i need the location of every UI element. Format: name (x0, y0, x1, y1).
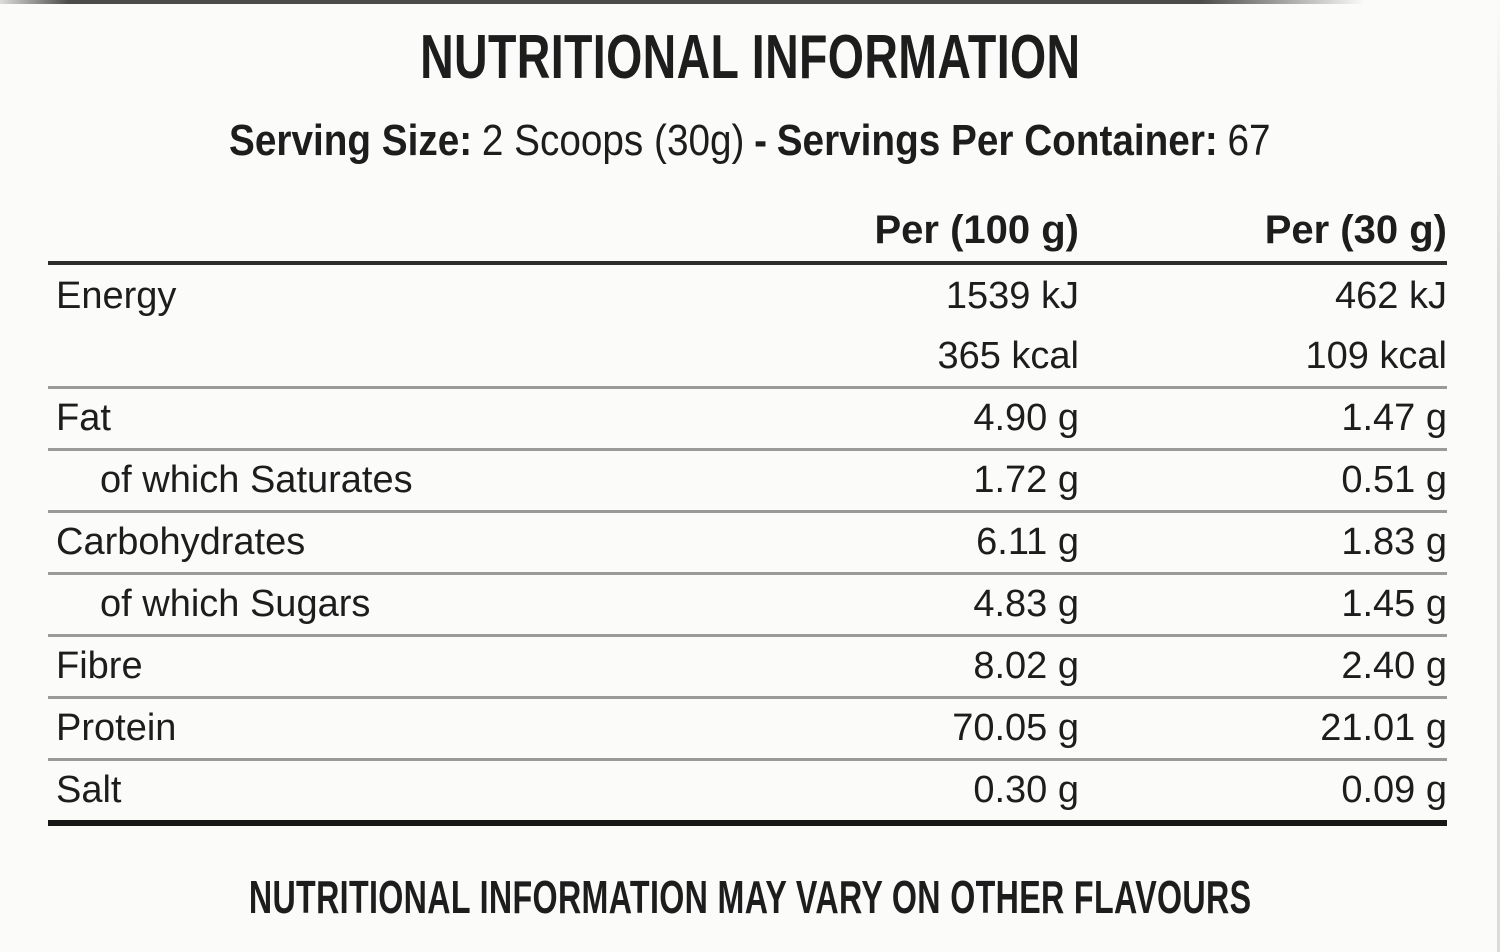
row-per-30g: 1.45 g (1341, 583, 1447, 625)
header-per-100g: Per (100 g) (874, 208, 1079, 252)
nutrition-table-body: Energy 1539 kJ 462 kJ 365 kcal 109 kcal … (48, 265, 1447, 826)
row-per-30g: 21.01 g (1320, 707, 1447, 749)
table-row: Fat 4.90 g 1.47 g (48, 389, 1447, 451)
row-label: of which Sugars (100, 583, 371, 625)
serving-size-value: 2 Scoops (30g) (482, 116, 745, 165)
row-label: Energy (56, 274, 177, 317)
row-per-100g: 6.11 g (976, 521, 1079, 563)
row-label: Salt (56, 769, 122, 811)
row-per-100g: 365 kcal (937, 335, 1079, 377)
table-row: Energy 1539 kJ 462 kJ (48, 265, 1447, 327)
servings-per-container-label: Servings Per Container: (776, 116, 1219, 165)
servings-per-container-value: 67 (1227, 116, 1271, 165)
row-label: Fibre (56, 645, 143, 687)
serving-separator: - (754, 116, 768, 165)
row-per-30g: 1.83 g (1341, 521, 1447, 563)
row-per-30g: 1.47 g (1341, 397, 1447, 439)
table-row: Protein 70.05 g 21.01 g (48, 699, 1447, 761)
table-row: 365 kcal 109 kcal (48, 327, 1447, 389)
row-per-100g: 4.83 g (973, 583, 1079, 625)
row-per-100g: 4.90 g (973, 397, 1079, 439)
row-per-100g: 8.02 g (973, 645, 1079, 687)
footer-note: NUTRITIONAL INFORMATION MAY VARY ON OTHE… (0, 870, 1500, 924)
row-per-100g: 1539 kJ (945, 274, 1079, 317)
footer-note-text: NUTRITIONAL INFORMATION MAY VARY ON OTHE… (248, 871, 1252, 923)
nutrition-table-header: Per (100 g) Per (30 g) (48, 200, 1447, 265)
header-per-30g: Per (30 g) (1264, 208, 1447, 252)
row-per-100g: 0.30 g (973, 769, 1079, 811)
row-label: Fat (56, 397, 111, 439)
table-row: of which Sugars 4.83 g 1.45 g (48, 575, 1447, 637)
nutrition-table: Per (100 g) Per (30 g) Energy 1539 kJ 46… (48, 200, 1447, 826)
table-row: Fibre 8.02 g 2.40 g (48, 637, 1447, 699)
label-top-edge-shadow (0, 0, 1365, 4)
row-label: of which Saturates (100, 459, 413, 501)
table-row: of which Saturates 1.72 g 0.51 g (48, 451, 1447, 513)
row-per-30g: 109 kcal (1305, 335, 1447, 377)
row-per-30g: 2.40 g (1341, 645, 1447, 687)
serving-info: Serving Size: 2 Scoops (30g) - Servings … (0, 116, 1500, 166)
page-title-text: NUTRITIONAL INFORMATION (419, 23, 1081, 92)
table-row: Carbohydrates 6.11 g 1.83 g (48, 513, 1447, 575)
serving-info-text: Serving Size: 2 Scoops (30g) - Servings … (229, 116, 1271, 166)
table-row: Salt 0.30 g 0.09 g (48, 761, 1447, 826)
row-per-30g: 0.09 g (1341, 769, 1447, 811)
row-per-100g: 1.72 g (973, 459, 1079, 501)
page-title: NUTRITIONAL INFORMATION (0, 22, 1500, 93)
row-label: Carbohydrates (56, 521, 306, 563)
label-right-edge-shadow (1497, 0, 1500, 952)
row-per-30g: 462 kJ (1335, 274, 1447, 317)
row-label: Protein (56, 707, 177, 749)
row-per-30g: 0.51 g (1341, 459, 1447, 501)
row-per-100g: 70.05 g (952, 707, 1079, 749)
serving-size-label: Serving Size: (229, 116, 473, 165)
